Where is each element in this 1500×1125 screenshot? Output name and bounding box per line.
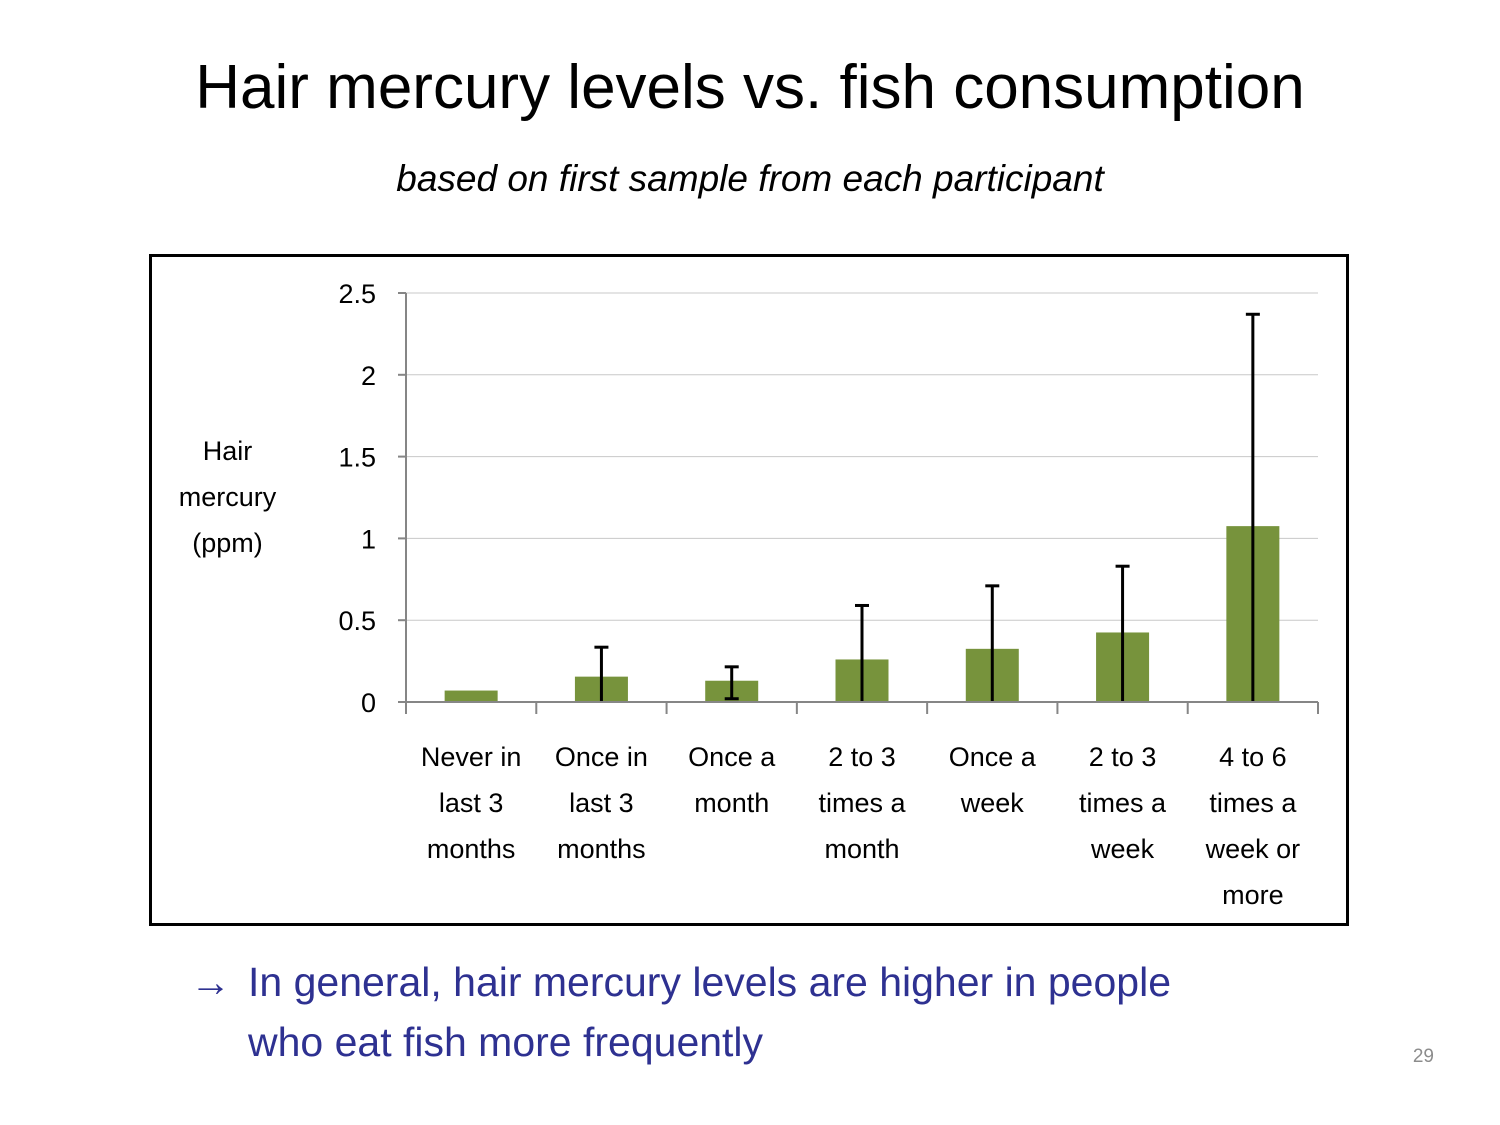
x-category-label: Never in last 3 months [421, 742, 522, 864]
conclusion-line-1: In general, hair mercury levels are high… [248, 959, 1172, 1005]
x-category-label: Once a week [949, 742, 1037, 818]
x-category-label: 2 to 3 times a week [1079, 742, 1167, 864]
x-category-label: 2 to 3 times a month [818, 742, 906, 864]
x-category-label: 4 to 6 times a week or more [1205, 742, 1301, 910]
y-tick-label: 1 [361, 524, 376, 554]
slide-title: Hair mercury levels vs. fish consumption [195, 53, 1305, 122]
y-axis-label: Hair mercury (ppm) [150, 428, 305, 566]
y-tick-label: 2 [361, 361, 376, 391]
y-tick-label: 2.5 [338, 279, 376, 309]
right-arrow-icon: → [190, 959, 231, 1005]
x-category-label: Once in last 3 months [555, 742, 648, 864]
y-axis-label-line: (ppm) [192, 528, 263, 558]
y-tick-label: 0 [361, 688, 376, 718]
y-tick-label: 1.5 [338, 443, 376, 473]
page-number: 29 [1412, 1046, 1434, 1067]
x-category-label: Once a month [688, 742, 776, 818]
chart-frame [149, 254, 1349, 926]
bar [444, 690, 498, 702]
conclusion-line-2: who eat fish more frequently [248, 1019, 764, 1065]
y-axis-label-line: mercury [178, 482, 277, 512]
y-tick-label: 0.5 [338, 606, 376, 636]
y-axis-label-line: Hair [202, 436, 253, 466]
slide-subtitle: based on first sample from each particip… [396, 158, 1104, 199]
conclusion-text: → In general, hair mercury levels are hig… [190, 952, 1340, 1072]
